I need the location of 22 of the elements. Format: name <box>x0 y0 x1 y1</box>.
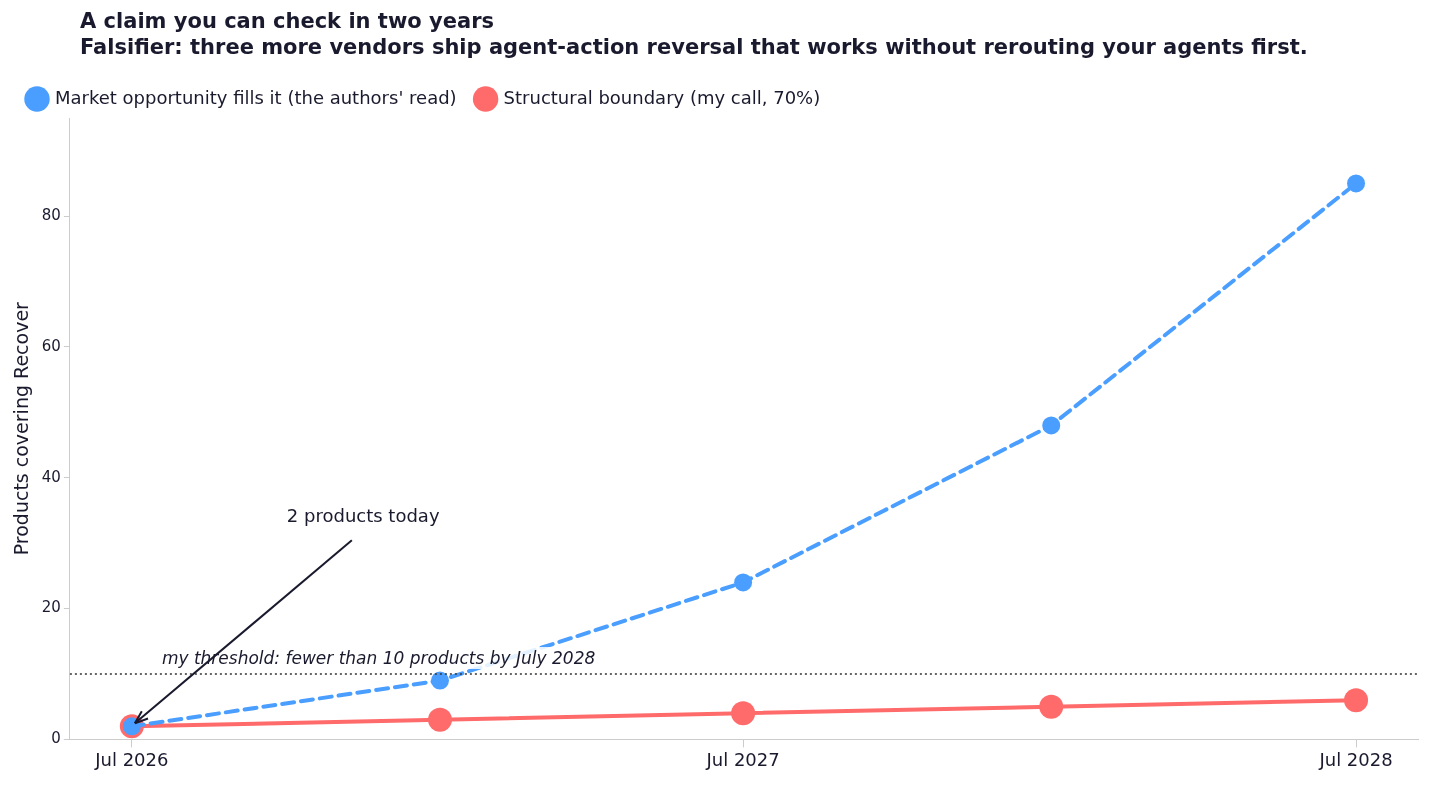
x-tick-label: Jul 2028 <box>1318 748 1393 770</box>
x-tick-label: Jul 2027 <box>705 748 780 770</box>
y-tick-label: 40 <box>41 467 61 486</box>
legend-label: Structural boundary (my call, 70%) <box>503 86 821 108</box>
legend-label: Market opportunity fills it (the authors' read) <box>55 86 457 108</box>
y-tick-label: 0 <box>51 729 61 748</box>
chart-subtitle: Falsifier: three more vendors ship agent-action reversal that works without rerouting your agents first. <box>80 34 1309 60</box>
annotation: 2 products today <box>286 504 440 526</box>
y-tick-label: 80 <box>41 206 61 225</box>
point <box>430 671 449 690</box>
point <box>1347 174 1366 193</box>
point <box>1042 416 1061 435</box>
point <box>1344 688 1369 713</box>
point <box>1039 694 1064 719</box>
y-axis-title: Products covering Recover <box>10 301 33 556</box>
point <box>427 707 452 732</box>
x-tick-label: Jul 2026 <box>94 748 169 770</box>
chart-title: A claim you can check in two years <box>80 8 495 34</box>
y-tick-label: 60 <box>41 336 61 355</box>
point <box>731 701 756 726</box>
y-tick-label: 20 <box>41 598 61 617</box>
point <box>734 573 753 592</box>
